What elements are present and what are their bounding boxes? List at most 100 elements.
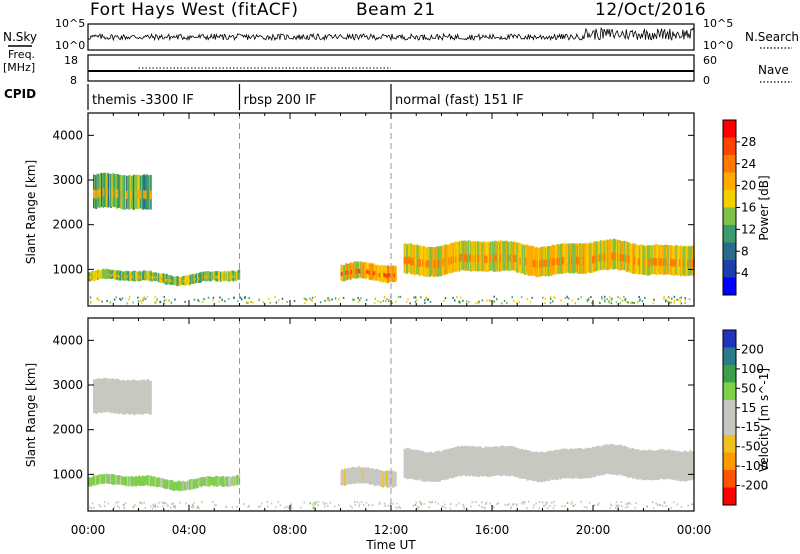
- scatter-cell: [526, 450, 529, 481]
- scatter-cell: [417, 506, 420, 509]
- scatter-cell: [172, 276, 175, 286]
- scatter-cell: [233, 476, 236, 486]
- colorbar-tick-label: 15: [741, 401, 756, 415]
- scatter-cell: [543, 452, 546, 482]
- scatter-cell: [564, 505, 566, 507]
- scatter-cell: [462, 240, 464, 271]
- scatter-cell: [203, 276, 206, 279]
- scatter-cell: [109, 301, 112, 304]
- scatter-cell: [638, 258, 641, 266]
- scatter-cell: [618, 444, 621, 475]
- colorbar-cell: [723, 400, 736, 418]
- scatter-cell: [552, 507, 554, 510]
- scatter-cell: [127, 477, 129, 487]
- scatter-cell: [573, 244, 576, 274]
- scatter-cell: [252, 301, 254, 304]
- scatter-cell: [518, 448, 521, 479]
- scatter-cell: [432, 247, 435, 277]
- scatter-cell: [682, 451, 685, 482]
- scatter-cell: [405, 300, 408, 303]
- colorbar-tick-label: 100: [741, 362, 764, 376]
- scatter-cell: [462, 504, 465, 507]
- scatter-cell: [286, 300, 288, 303]
- scatter-cell: [176, 481, 179, 491]
- scatter-cell: [120, 270, 122, 281]
- scatter-cell: [387, 470, 390, 487]
- scatter-cell: [118, 379, 120, 414]
- scatter-cell: [133, 270, 136, 282]
- scatter-cell: [671, 450, 673, 480]
- scatter-cell: [113, 379, 116, 414]
- scatter-cell: [96, 298, 98, 301]
- scatter-cell: [385, 274, 388, 278]
- scatter-cell: [190, 274, 192, 284]
- scatter-cell: [461, 445, 463, 476]
- scatter-cell: [686, 245, 688, 275]
- scatter-cell: [560, 299, 562, 302]
- scatter-cell: [230, 477, 233, 486]
- scatter-cell: [537, 247, 540, 277]
- scatter-cell: [363, 467, 366, 484]
- scatter-cell: [460, 296, 462, 299]
- scatter-cell: [127, 175, 129, 209]
- scatter-cell: [167, 480, 169, 489]
- scatter-cell: [145, 475, 148, 485]
- scatter-cell: [572, 448, 575, 479]
- scatter-cell: [137, 300, 140, 303]
- scatter-cell: [150, 475, 152, 487]
- scatter-cell: [183, 481, 186, 490]
- scatter-cell: [427, 298, 429, 301]
- scatter-cell: [132, 270, 135, 282]
- scatter-cell: [372, 271, 375, 276]
- scatter-cell: [650, 258, 653, 266]
- scatter-cell: [115, 189, 118, 199]
- scatter-cell: [423, 502, 425, 505]
- scatter-cell: [599, 240, 602, 271]
- scatter-cell: [612, 252, 615, 261]
- scatter-cell: [128, 380, 131, 415]
- ytick-label: 3000: [52, 173, 83, 187]
- scatter-cell: [259, 505, 261, 508]
- scatter-cell: [132, 477, 135, 486]
- scatter-cell: [426, 260, 429, 268]
- scatter-cell: [94, 190, 96, 199]
- scatter-cell: [215, 504, 217, 507]
- scatter-cell: [424, 247, 427, 277]
- scatter-cell: [506, 503, 509, 506]
- scatter-cell: [258, 299, 260, 301]
- scatter-cell: [182, 480, 184, 492]
- scatter-cell: [170, 479, 173, 490]
- scatter-cell: [349, 468, 352, 485]
- scatter-cell: [557, 449, 560, 480]
- nave-label: Nave: [758, 63, 789, 77]
- scatter-cell: [121, 175, 124, 210]
- scatter-cell: [624, 445, 626, 476]
- scatter-cell: [185, 275, 188, 286]
- scatter-cell: [369, 468, 372, 485]
- scatter-cell: [577, 298, 580, 301]
- scatter-cell: [520, 448, 523, 479]
- scatter-cell: [652, 450, 655, 481]
- scatter-cell: [207, 476, 210, 486]
- scatter-cell: [368, 468, 371, 484]
- scatter-cell: [603, 298, 606, 301]
- scatter-cell: [653, 258, 656, 266]
- scatter-cell: [114, 379, 117, 414]
- scatter-cell: [620, 501, 623, 504]
- scatter-cell: [610, 302, 613, 305]
- scatter-cell: [438, 450, 440, 482]
- scatter-cell: [223, 477, 226, 487]
- scatter-cell: [622, 254, 625, 262]
- scatter-cell: [360, 501, 363, 503]
- scatter-cell: [593, 504, 596, 507]
- scatter-cell: [470, 446, 472, 476]
- scatter-cell: [199, 478, 202, 487]
- scatter-cell: [128, 298, 130, 301]
- scatter-cell: [628, 448, 631, 478]
- scatter-cell: [505, 240, 508, 271]
- scatter-cell: [545, 259, 548, 267]
- scatter-cell: [497, 240, 500, 271]
- scatter-cell: [387, 504, 390, 507]
- scatter-cell: [602, 240, 604, 271]
- scatter-cell: [531, 296, 533, 299]
